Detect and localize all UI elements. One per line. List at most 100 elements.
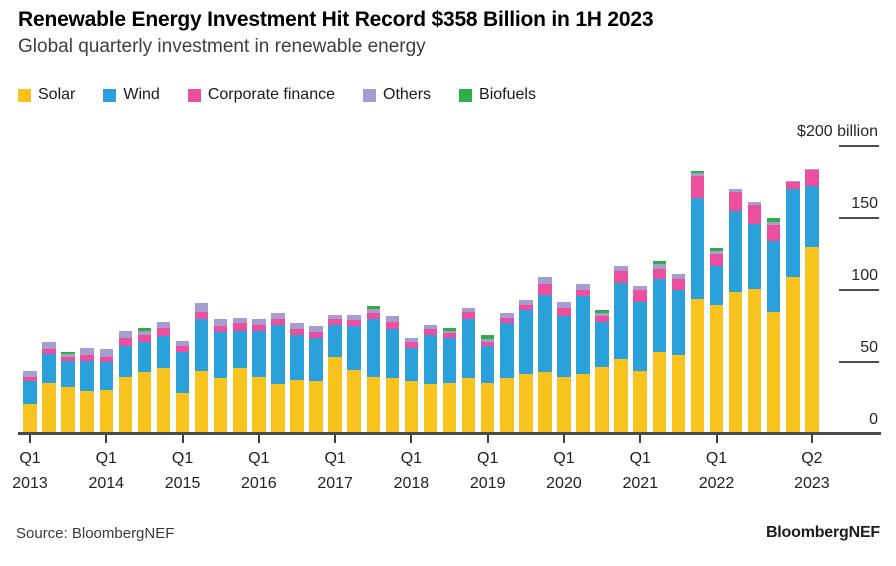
bar-segment-others bbox=[271, 313, 285, 320]
bar-segment-corporate-finance bbox=[690, 176, 705, 198]
bar-segment-solar bbox=[766, 311, 781, 433]
x-tick bbox=[410, 434, 413, 443]
x-tick bbox=[810, 434, 813, 443]
bar-segment-solar bbox=[118, 376, 133, 433]
bar-segment-others bbox=[233, 317, 247, 324]
bar-segment-wind bbox=[442, 337, 457, 383]
bar-segment-wind bbox=[480, 346, 495, 383]
bar-segment-corporate-finance bbox=[766, 225, 781, 242]
legend-label: Wind bbox=[123, 86, 160, 103]
bar-q4-2015 bbox=[233, 317, 247, 433]
bar-segment-biofuels bbox=[442, 327, 457, 331]
bar-q3-2022 bbox=[747, 202, 762, 433]
bar-segment-corporate-finance bbox=[80, 355, 94, 361]
bar-q4-2019 bbox=[538, 277, 552, 433]
bar-segment-corporate-finance bbox=[614, 271, 628, 283]
bar-segment-wind bbox=[366, 319, 380, 377]
x-tick-label-2020: Q1 2020 bbox=[546, 450, 582, 492]
bar-segment-corporate-finance bbox=[671, 278, 686, 291]
bar-segment-others bbox=[385, 316, 400, 322]
legend-label: Biofuels bbox=[479, 86, 536, 103]
y-tick-dash bbox=[839, 360, 879, 363]
bar-segment-solar bbox=[671, 355, 686, 433]
x-tick-label-2017: Q1 2017 bbox=[317, 450, 353, 492]
x-tick-label-2023: Q2 2023 bbox=[794, 450, 830, 492]
bar-segment-wind bbox=[595, 321, 609, 367]
bar-segment-solar bbox=[80, 391, 94, 433]
bar-segment-wind bbox=[633, 301, 647, 371]
bar-segment-wind bbox=[194, 319, 209, 371]
bar-segment-wind bbox=[423, 334, 438, 384]
source-note: Source: BloombergNEF bbox=[16, 525, 175, 542]
bar-segment-solar bbox=[461, 378, 476, 433]
bar-segment-solar bbox=[614, 359, 628, 433]
bar-segment-solar bbox=[786, 277, 800, 433]
bar-segment-solar bbox=[385, 378, 400, 433]
bar-segment-solar bbox=[309, 381, 323, 433]
y-tick-dash bbox=[839, 288, 879, 291]
bar-segment-corporate-finance bbox=[538, 284, 552, 295]
bar-segment-others bbox=[328, 314, 342, 320]
bar-segment-corporate-finance bbox=[252, 324, 266, 331]
legend-swatch-icon bbox=[103, 88, 117, 102]
x-tick bbox=[181, 434, 184, 443]
bar-segment-corporate-finance bbox=[633, 290, 647, 302]
chart-subtitle: Global quarterly investment in renewable… bbox=[18, 36, 426, 57]
x-tick bbox=[639, 434, 642, 443]
bar-segment-others bbox=[118, 330, 133, 338]
bar-segment-solar bbox=[519, 373, 533, 433]
bar-segment-others bbox=[137, 330, 152, 335]
bar-segment-solar bbox=[99, 389, 114, 433]
bar-segment-corporate-finance bbox=[404, 342, 419, 348]
bar-segment-wind bbox=[557, 316, 571, 377]
bar-segment-corporate-finance bbox=[290, 329, 304, 335]
x-tick bbox=[486, 434, 489, 443]
legend-label: Solar bbox=[38, 86, 76, 103]
bar-segment-others bbox=[61, 353, 75, 357]
bar-q1-2020 bbox=[557, 301, 571, 433]
bar-segment-others bbox=[786, 180, 800, 183]
bar-segment-biofuels bbox=[480, 334, 495, 340]
bar-segment-others bbox=[557, 301, 571, 308]
bar-segment-others bbox=[156, 321, 171, 328]
y-tick-label: 50 bbox=[860, 338, 878, 356]
bar-segment-solar bbox=[557, 376, 571, 433]
bar-segment-others bbox=[480, 339, 495, 343]
bar-segment-biofuels bbox=[366, 306, 380, 309]
bar-segment-wind bbox=[385, 329, 400, 379]
bar-segment-solar bbox=[576, 373, 590, 433]
bar-segment-others bbox=[423, 324, 438, 330]
bar-segment-corporate-finance bbox=[328, 319, 342, 325]
bar-segment-others bbox=[213, 319, 228, 327]
bar-segment-corporate-finance bbox=[709, 254, 724, 266]
bar-segment-solar bbox=[728, 291, 743, 433]
bar-segment-corporate-finance bbox=[213, 326, 228, 333]
bar-segment-others bbox=[366, 308, 380, 314]
bar-q2-2016 bbox=[271, 313, 285, 433]
legend-swatch-icon bbox=[363, 88, 376, 102]
bar-segment-others bbox=[404, 337, 419, 343]
bar-segment-solar bbox=[42, 382, 56, 433]
bar-segment-biofuels bbox=[595, 310, 609, 314]
bar-segment-wind bbox=[80, 360, 94, 392]
bar-segment-wind bbox=[786, 189, 800, 278]
bar-segment-solar bbox=[194, 370, 209, 433]
bar-segment-others bbox=[80, 347, 94, 356]
bar-segment-solar bbox=[23, 404, 37, 433]
bar-segment-corporate-finance bbox=[557, 307, 571, 317]
x-tick-label-2018: Q1 2018 bbox=[393, 450, 430, 492]
bar-segment-solar bbox=[404, 381, 419, 433]
bar-segment-solar bbox=[709, 304, 724, 433]
bar-q1-2014 bbox=[99, 349, 114, 433]
bar-segment-solar bbox=[480, 382, 495, 433]
bar-segment-wind bbox=[233, 330, 247, 369]
x-tick bbox=[334, 434, 337, 443]
x-tick bbox=[29, 434, 31, 443]
bar-segment-solar bbox=[595, 366, 609, 433]
bar-segment-solar bbox=[366, 376, 380, 433]
bar-segment-others bbox=[175, 340, 190, 347]
bar-q2-2017 bbox=[347, 314, 361, 433]
bar-segment-biofuels bbox=[61, 352, 75, 354]
bar-segment-solar bbox=[213, 378, 228, 433]
bar-segment-corporate-finance bbox=[805, 170, 819, 187]
